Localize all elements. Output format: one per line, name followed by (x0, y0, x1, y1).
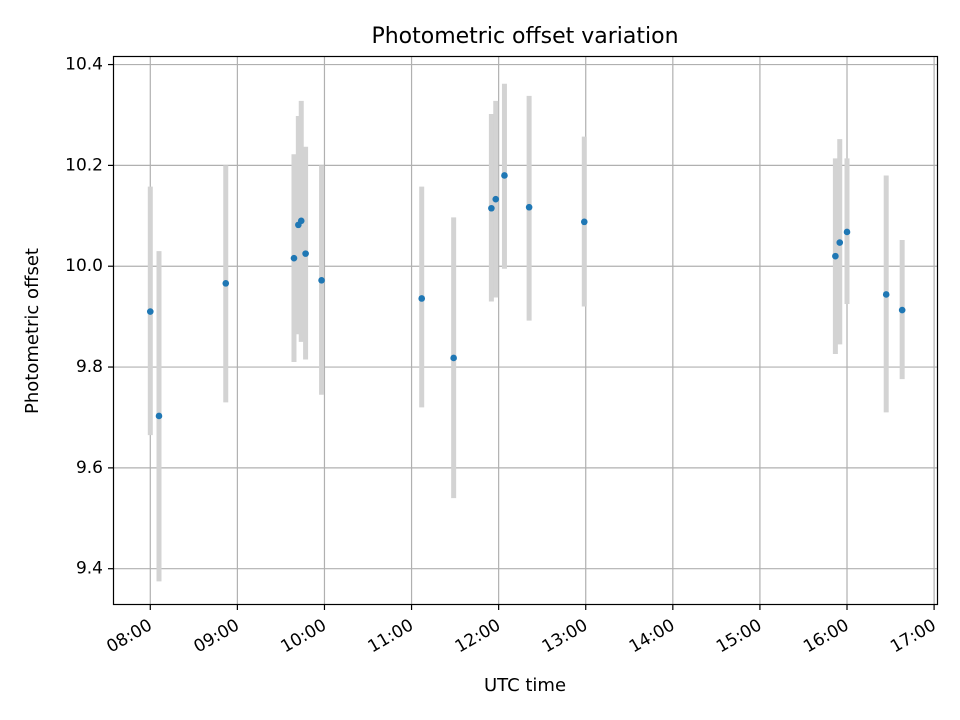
y-axis-label: Photometric offset (22, 248, 43, 414)
data-point (898, 306, 906, 314)
data-point (222, 280, 230, 287)
data-point (146, 308, 154, 315)
y-tick-label: 9.6 (76, 458, 103, 478)
data-point (580, 218, 588, 226)
y-tick-label: 9.8 (76, 357, 103, 377)
data-point (501, 172, 508, 179)
y-axis: 9.4 9.6 9.8 10.0 10.2 10.4 (65, 55, 114, 579)
data-point (318, 277, 325, 284)
y-tick-label: 10.2 (65, 155, 103, 175)
data-point (492, 195, 500, 203)
plot-frame (112, 55, 939, 606)
y-tick-label: 9.4 (76, 559, 103, 579)
data-point (843, 228, 851, 236)
data-point (450, 354, 457, 362)
data-point (302, 250, 309, 257)
data-point (488, 204, 495, 212)
y-tick-label: 10.4 (65, 55, 103, 75)
data-point (155, 412, 163, 420)
data-point (418, 295, 426, 302)
y-tick-label: 10.0 (65, 256, 103, 276)
data-point (525, 203, 533, 211)
data-point (836, 239, 844, 246)
chart-title: Photometric offset variation (371, 24, 678, 49)
data-points (146, 172, 906, 420)
data-point (832, 252, 839, 260)
data-point (290, 254, 298, 262)
data-point (882, 291, 890, 298)
x-axis-label: UTC time (484, 675, 566, 696)
data-point (297, 217, 305, 225)
